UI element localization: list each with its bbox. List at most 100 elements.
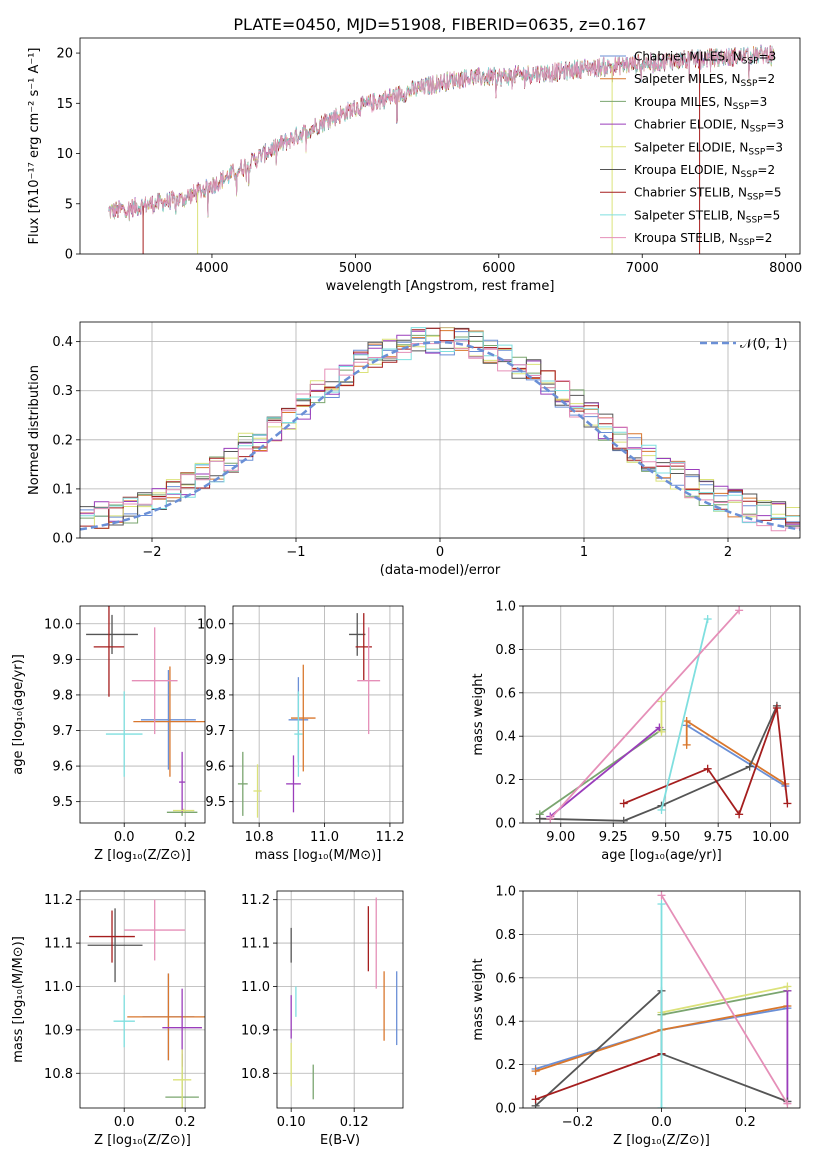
x-tick-label: 4000 [195,261,228,276]
y-tick-label: 11.2 [44,893,73,908]
x-tick-label: 0.0 [114,1115,135,1130]
y-tick-label: 10.8 [241,1067,270,1082]
legend-label-sub: SSP [741,170,758,180]
x-tick-label: 5000 [339,261,372,276]
y-tick-label: 9.9 [205,653,226,668]
mass-weight-line [549,609,740,820]
normal-curve [80,340,800,531]
residual-histogram [80,327,800,529]
residual-panel: −2 −1 0 1 2 0.0 0.1 0.2 0.3 0.4 (data-model)/error… [27,321,801,578]
axes-frame [79,890,206,1109]
legend-label: 𝒩(0, 1) [740,337,787,352]
x-tick-label: −2 [142,545,161,560]
legend-label-sub: SSP [750,125,767,135]
y-tick-label: 0.0 [495,817,516,832]
y-tick-label: 11.1 [44,937,73,952]
x-tick-label: 7000 [626,261,659,276]
y-tick-label: 15 [56,97,73,112]
legend-label: Chabrier STELIB, NSSP=5 [634,186,782,203]
plot-area [237,613,381,818]
x-tick-label: 6000 [482,261,515,276]
y-tick-label: 5 [65,197,73,212]
legend-label: Kroupa STELIB, NSSP=2 [634,231,772,248]
residual-histogram [80,327,800,524]
x-tick-label: 0.2 [175,830,196,845]
y-tick-label: 0.0 [495,1102,516,1117]
axes-frame [232,605,404,824]
plot-area [87,899,205,1108]
x-tick-label: 0.0 [114,830,135,845]
legend-label: Chabrier ELODIE, NSSP=3 [634,118,784,135]
y-tick-label: 9.5 [52,795,73,810]
legend-label: Kroupa ELODIE, NSSP=2 [634,163,775,180]
x-tick-label: 9.75 [704,830,733,845]
mass-weight-line [623,707,789,817]
y-tick-label: 0.2 [52,433,73,448]
x-tick-label: 11.0 [310,830,339,845]
x-tick-label: 10.8 [245,830,274,845]
y-tick-label: 9.7 [52,724,73,739]
y-tick-label: 0.6 [495,686,516,701]
y-tick-label: 0.6 [495,971,516,986]
legend-label-value: =2 [757,163,775,177]
x-axis-label: age [log₁₀(age/yr)] [601,848,722,863]
legend-label-main: Salpeter STELIB, N [634,208,746,222]
x-tick-label: 0.2 [175,1115,196,1130]
y-tick-label: 0.4 [52,335,73,350]
x-tick-label: 8000 [769,261,802,276]
legend-label-value: =3 [765,140,783,154]
x-tick-label: 2 [724,545,732,560]
legend-label-value: =2 [755,231,773,245]
y-tick-label: 11.0 [44,980,73,995]
legend-label-value: =2 [757,72,775,86]
x-tick-label: 0.2 [735,1115,756,1130]
y-tick-label: 0.0 [52,532,73,547]
legend-label-sub: SSP [748,147,765,157]
y-tick-label: 9.6 [205,760,226,775]
legend-label: Salpeter ELODIE, NSSP=3 [634,140,783,157]
y-tick-label: 9.5 [205,795,226,810]
legend-label-main: Salpeter MILES, N [634,72,741,86]
x-axis-label: wavelength [Angstrom, rest frame] [326,279,555,294]
legend-label-sub: SSP [738,238,755,248]
plot-area [86,606,205,816]
legend-label-sub: SSP [742,57,759,67]
y-tick-label: 11.2 [241,893,270,908]
mass-weight-line [661,989,788,1016]
x-tick-label: 9.50 [651,830,680,845]
y-axis-label: mass weight [471,958,486,1040]
x-tick-label: −1 [286,545,305,560]
massweight-vs-z-panel: −0.2 0.0 0.2 0.0 0.2 0.4 0.6 0.8 1.0 Z [log₁₀(Z/Z… [471,885,801,1148]
legend-label-sub: SSP [747,193,764,203]
y-tick-label: 9.9 [52,653,73,668]
x-tick-label: 0.0 [651,1115,672,1130]
legend-label-value: =3 [766,118,784,132]
legend-label-sub: SSP [733,102,750,112]
legend-label-main: Kroupa MILES, N [634,95,733,109]
mass-weight-line [539,728,663,816]
x-axis-label: (data-model)/error [380,563,501,578]
y-tick-label: 0.4 [495,1015,516,1030]
y-tick-label: 11.1 [241,937,270,952]
axes-frame [79,321,801,539]
legend-label: Chabrier MILES, NSSP=3 [634,50,776,67]
mass-weight-line [660,618,709,811]
legend-label-value: =5 [764,186,782,200]
y-tick-label: 20 [56,47,73,62]
y-axis-label: Normed distribution [27,365,42,495]
plot-area [290,897,398,1100]
x-tick-label: 9.25 [599,830,628,845]
legend-label-sub: SSP [746,215,763,225]
plot-area [531,891,792,1108]
spectrum-line [108,46,775,220]
y-tick-label: 11.0 [241,980,270,995]
mass-weight-line [549,726,660,818]
x-tick-label: 10.00 [752,830,789,845]
plot-area [535,606,792,823]
mass-vs-ebv-panel: 0.10 0.12 10.8 10.9 11.0 11.1 11.2 E(B-V) [241,890,404,1148]
x-axis-label: E(B-V) [320,1133,360,1148]
y-tick-label: 10.9 [241,1023,270,1038]
legend-label: Salpeter MILES, NSSP=2 [634,72,775,89]
x-axis-label: Z [log₁₀(Z/Z⊙)] [94,1133,191,1148]
